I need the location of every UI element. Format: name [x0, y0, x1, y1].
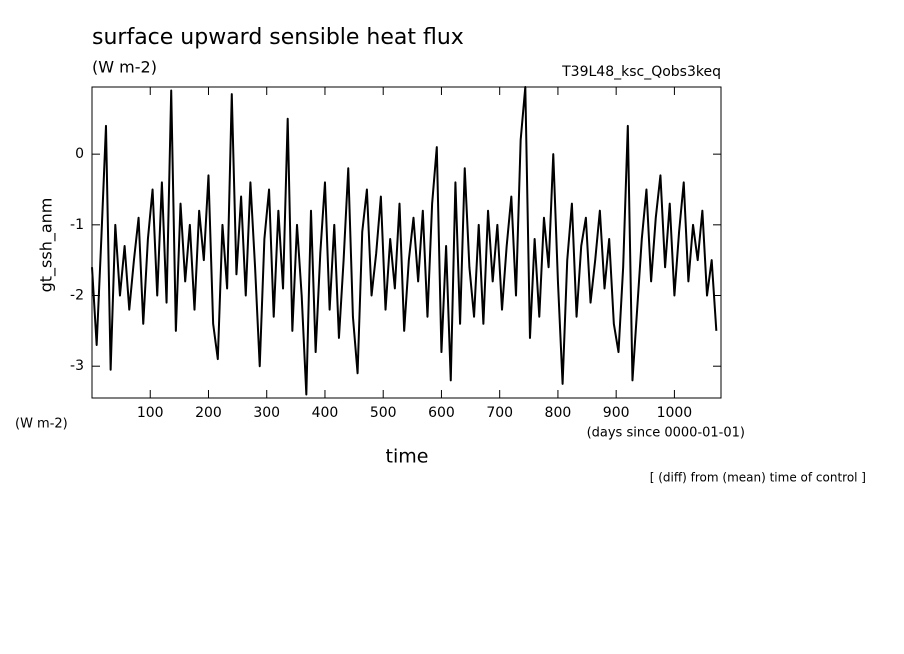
- x-tick-label: 800: [545, 405, 572, 421]
- x-tick-label: 600: [428, 405, 455, 421]
- x-tick-label: 500: [370, 405, 397, 421]
- data-line: [91, 86, 718, 396]
- plot-frame: [91, 86, 722, 399]
- note: [ (diff) from (mean) time of control ]: [650, 471, 866, 485]
- x-tick-label: 300: [253, 405, 280, 421]
- subtitle: (W m-2): [92, 58, 157, 77]
- x-tick-label: 1000: [657, 405, 693, 421]
- y-tick-label: -3: [70, 358, 84, 374]
- y-axis-label: gt_ssh_anm: [37, 198, 57, 293]
- x-tick-label: 100: [137, 405, 164, 421]
- x-tick-label: 700: [486, 405, 513, 421]
- y-tick-label: 0: [75, 146, 84, 162]
- x-tick-label: 400: [312, 405, 339, 421]
- x-tick-label: 200: [195, 405, 222, 421]
- run-label: T39L48_ksc_Qobs3keq: [561, 64, 721, 80]
- x-axis-label: time: [386, 446, 429, 468]
- x-tick-label: 900: [603, 405, 630, 421]
- y-tick-label: -1: [70, 217, 84, 233]
- x-units: (days since 0000-01-01): [587, 426, 745, 441]
- y-units: (W m-2): [15, 417, 68, 432]
- y-tick-label: -2: [70, 288, 84, 304]
- chart-title: surface upward sensible heat flux: [92, 25, 464, 50]
